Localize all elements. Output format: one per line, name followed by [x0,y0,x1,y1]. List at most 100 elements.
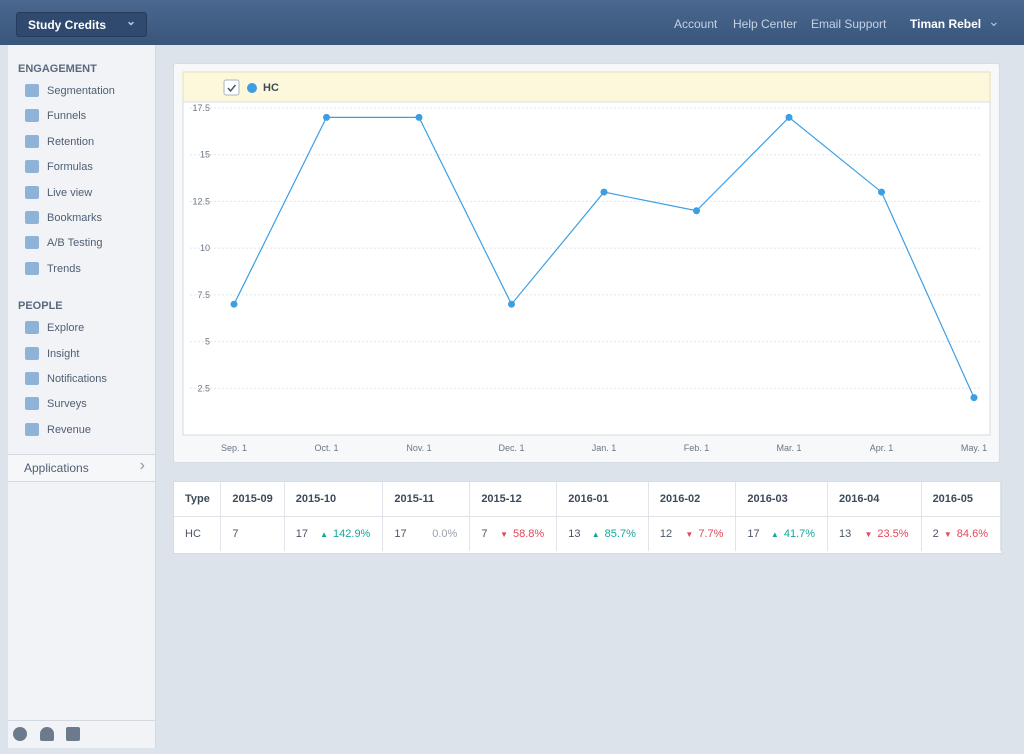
app-selector[interactable]: Study Credits [16,9,147,37]
change-text: 142.9% [333,528,371,540]
nav-item[interactable]: Segmentation [47,85,115,97]
change-text: 0.0% [432,528,458,540]
trend-arrow: ▲ [591,530,600,539]
cell-value: 7 [481,528,488,540]
user-menu[interactable]: Timan Rebel [910,17,982,31]
legend-checkbox[interactable] [223,79,240,96]
table-cell: 17 0.0% [382,516,471,551]
nav-icon [25,397,39,411]
nav-icon [25,134,39,148]
applications-link[interactable]: Applications [8,454,155,482]
cell-change: ▲ 41.7% [771,528,827,540]
save-icon[interactable] [66,727,80,741]
nav-item[interactable]: Explore [47,322,85,335]
nav-icon [25,160,39,174]
user-caret[interactable]: ⌄ [988,13,1000,29]
data-table-card: Type 2015-09 2015-10 2015-11 2015-12 2016-01 2… [173,481,1002,554]
data-point [785,113,793,121]
nav-item[interactable]: Insight [47,347,80,360]
nav-item[interactable]: Bookmarks [47,212,103,224]
table-cell: 13 ▼ 23.5% [827,516,922,551]
table-cell: 17 ▲ 142.9% [284,516,384,551]
data-table: Type 2015-09 2015-10 2015-11 2015-12 2016-01 2… [174,482,1001,551]
cell-value: 12 [659,528,673,540]
nav-link[interactable]: Email Support [811,17,887,31]
cell-value: 2 [932,528,939,540]
data-point [878,188,885,196]
nav-item[interactable]: Formulas [47,161,93,174]
section-title: ENGAGEMENT [18,63,97,75]
legend-bar [182,71,991,103]
settings-icon[interactable] [13,727,27,741]
column-header: 2015-09 [220,482,285,517]
nav-item[interactable]: Notifications [47,373,107,385]
cell-change: ▼ 84.6% [944,528,1000,540]
x-tick-label: Feb. 1 [684,443,710,453]
nav-icon [25,422,39,436]
y-tick-label: 5 [205,337,210,347]
nav-icon [25,261,39,275]
nav-icon [25,84,39,97]
column-header: 2016-01 [556,482,649,517]
x-tick-label: Dec. 1 [498,443,524,453]
nav-icon [25,109,39,123]
y-tick-label: 10 [200,243,210,253]
nav-icon [25,236,39,250]
trend-arrow: ▼ [864,530,873,539]
cell-value: 7 [232,528,239,540]
table-cell: HC [174,516,222,551]
cell-change: 0.0% [432,528,469,540]
table-cell: 17 ▲ 41.7% [735,516,829,551]
nav-item[interactable]: A/B Testing [47,237,103,250]
nav-icon [25,211,39,224]
nav-item[interactable]: Trends [47,262,81,275]
column-header: 2016-04 [827,482,922,517]
table-row: HC 7 17 ▲ 142.9% 17 0.0% 7 ▼ 58.8% 13 ▲ 85.7% 12 ▼ 7.7%… [174,516,1001,551]
table-cell: 2 ▼ 84.6% [921,516,1001,551]
cell-change: ▲ 85.7% [592,528,648,540]
nav-link[interactable]: Help Center [733,17,798,31]
check-mark [227,84,237,93]
table-cell: 7 [220,516,285,551]
column-header: 2015-12 [469,482,558,517]
data-point [600,188,608,196]
data-point [415,113,423,121]
x-tick-label: Sep. 1 [221,443,247,453]
column-header: 2016-02 [648,482,737,517]
nav-link[interactable]: Account [674,17,718,31]
change-text: 58.8% [513,528,545,540]
nav-item[interactable]: Revenue [47,423,92,436]
trend-arrow: ▼ [500,530,509,539]
nav-icon [25,372,39,385]
trend-arrow: ▼ [685,530,694,539]
data-point [970,394,978,402]
nav-item[interactable]: Live view [47,186,93,199]
change-text: 85.7% [604,528,636,540]
cell-value: 13 [568,528,581,540]
y-tick-label: 7.5 [197,290,210,300]
cell-change: ▼ 58.8% [500,528,556,540]
table-cell: 12 ▼ 7.7% [648,516,737,551]
column-header: Type [174,482,222,517]
cell-value: 17 [747,528,760,540]
add-user-icon[interactable] [40,727,54,741]
nav-item[interactable]: Surveys [47,398,87,411]
column-header: 2015-11 [382,482,471,517]
table-cell: 7 ▼ 58.8% [469,516,558,551]
trend-arrow: ▲ [770,530,779,539]
cell-value: 13 [839,528,852,540]
sidebar: Applications ENGAGEMENT Segmentation Funne… [8,45,156,748]
change-text: 23.5% [877,528,909,540]
trend-arrow: ▼ [943,530,952,539]
nav-icon [25,185,39,199]
nav-item[interactable]: Retention [47,135,95,148]
sidebar-footer [8,720,155,749]
x-tick-label: May. 1 [961,443,987,453]
trend-arrow: ▲ [320,530,329,539]
column-header: 2015-10 [284,482,384,517]
nav-item[interactable]: Funnels [47,110,87,123]
data-point [508,300,515,308]
data-point [693,207,700,215]
